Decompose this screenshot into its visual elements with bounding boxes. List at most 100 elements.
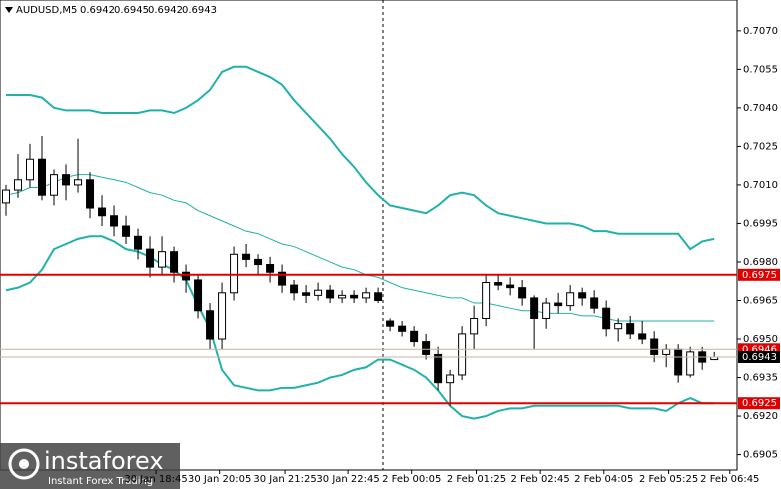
- candle-body: [470, 317, 479, 335]
- candle-body: [206, 310, 215, 340]
- level-box: [738, 350, 780, 363]
- candle-body: [626, 323, 635, 335]
- x-tick-label: 30 Jan 18:45: [124, 474, 187, 485]
- x-tick-label: 30 Jan 20:05: [188, 474, 251, 485]
- y-tick-label: 0.6920: [743, 411, 778, 422]
- candle-body: [290, 284, 299, 294]
- band-line: [5, 235, 715, 420]
- y-tick-label: 0.6905: [743, 450, 778, 461]
- candle-body: [422, 341, 431, 355]
- header-value: 0.6943: [182, 5, 217, 16]
- candle-body: [158, 251, 167, 268]
- candle-body: [338, 294, 347, 299]
- x-tick-label: 2 Feb 06:45: [700, 474, 759, 485]
- candle-body: [566, 292, 575, 307]
- candle-body: [674, 348, 683, 376]
- header-value: 0.6942: [148, 5, 183, 16]
- logo-dot: [19, 459, 29, 469]
- x-tick-label: 2 Feb 04:05: [574, 474, 633, 485]
- candle-body: [446, 374, 455, 384]
- candle-body: [518, 287, 527, 299]
- candle-body: [182, 271, 191, 281]
- candle-body: [74, 179, 83, 186]
- candle-body: [410, 330, 419, 343]
- candle-body: [302, 292, 311, 296]
- x-tick-label: 30 Jan 22:45: [316, 474, 379, 485]
- candle-body: [554, 302, 563, 307]
- candle-body: [2, 189, 11, 204]
- candle-body: [314, 289, 323, 296]
- x-tick-label: 2 Feb 05:25: [639, 474, 698, 485]
- y-tick-label: 0.7040: [743, 103, 778, 114]
- candle-body: [278, 271, 287, 286]
- candle-body: [146, 248, 155, 268]
- candle-body: [602, 307, 611, 330]
- candle-body: [170, 251, 179, 273]
- candle-body: [506, 284, 515, 289]
- candle-body: [86, 179, 95, 209]
- candle-body: [266, 264, 275, 273]
- candle-body: [230, 253, 239, 294]
- candle-body: [530, 297, 539, 319]
- candle-body: [650, 338, 659, 355]
- candle-body: [362, 292, 371, 299]
- candle-body: [194, 279, 203, 312]
- y-tick-label: 0.6965: [743, 295, 778, 306]
- candle-body: [122, 225, 131, 237]
- x-tick-label: 30 Jan 21:25: [253, 474, 316, 485]
- candle-body: [242, 253, 251, 260]
- watermark-slogan: Instant Forex Trading: [48, 476, 153, 487]
- candle-body: [134, 235, 143, 250]
- header-value: 0.6945: [114, 5, 149, 16]
- candle-body: [590, 297, 599, 309]
- candle-body: [482, 282, 491, 319]
- candle-body: [218, 292, 227, 340]
- y-tick-label: 0.7010: [743, 180, 778, 191]
- y-tick-label: 0.7025: [743, 141, 778, 152]
- level-box: [738, 397, 780, 410]
- band-line: [5, 174, 715, 322]
- candle-body: [110, 215, 119, 227]
- candle-body: [26, 158, 35, 181]
- level-label: 0.6943: [742, 352, 777, 363]
- level-label: 0.6946: [742, 344, 777, 355]
- candle-body: [434, 353, 443, 384]
- header-value: 0.6942: [80, 5, 115, 16]
- y-tick-label: 0.6950: [743, 334, 778, 345]
- level-label: 0.6925: [742, 398, 777, 409]
- plot-frame: [0, 0, 738, 471]
- candle-body: [254, 258, 263, 266]
- candle-body: [386, 320, 395, 327]
- watermark: instaforex Instant Forex Trading: [0, 443, 180, 489]
- candle-body: [98, 207, 107, 217]
- candle-body: [542, 302, 551, 319]
- x-tick-label: 2 Feb 00:05: [382, 474, 441, 485]
- x-tick-label: 2 Feb 02:45: [511, 474, 570, 485]
- y-tick-label: 0.6935: [743, 373, 778, 384]
- chart-title: AUDUSD,M5: [16, 5, 77, 16]
- logo-ring: [8, 448, 40, 480]
- x-tick-label: 2 Feb 01:25: [447, 474, 506, 485]
- candle-body: [326, 289, 335, 299]
- candle-body: [686, 351, 695, 376]
- y-tick-label: 0.6995: [743, 218, 778, 229]
- watermark-brand: instaforex: [44, 447, 164, 475]
- candle-body: [494, 282, 503, 286]
- candle-body: [374, 292, 383, 301]
- candle-body: [662, 348, 671, 355]
- candle-body: [50, 174, 59, 196]
- y-tick-label: 0.7055: [743, 64, 778, 75]
- candle-body: [398, 325, 407, 332]
- candle-body: [578, 292, 587, 299]
- level-label: 0.6975: [742, 270, 777, 281]
- candle-body: [38, 158, 47, 196]
- band-line: [6, 65, 715, 251]
- y-tick-label: 0.7070: [743, 26, 778, 37]
- candle-body: [350, 294, 359, 299]
- title-icon: [5, 7, 13, 13]
- candle-body: [62, 174, 71, 186]
- level-box: [738, 268, 780, 281]
- title-group: AUDUSD,M5 0.6942 0.6945 0.6942 0.6943: [16, 5, 217, 16]
